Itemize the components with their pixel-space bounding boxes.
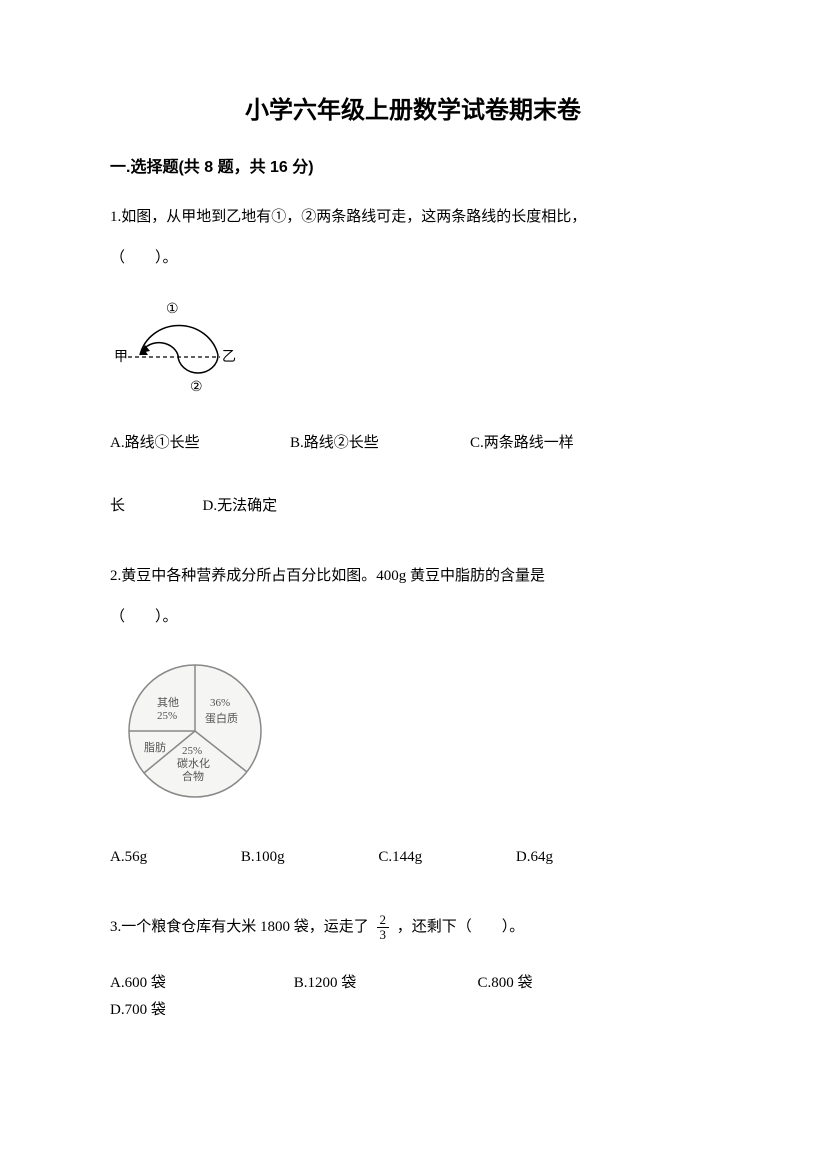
- pie-carbo-1: 25%: [182, 745, 202, 757]
- pie-other-1: 其他: [157, 696, 179, 709]
- label-two: ②: [190, 380, 203, 395]
- q3-option-d: D.700 袋: [110, 997, 210, 1024]
- pie-carbo-2: 碳水化: [177, 756, 210, 770]
- q3-fraction: 2 3: [377, 913, 390, 943]
- page-title: 小学六年级上册数学试卷期末卷: [110, 90, 716, 125]
- q3-option-b: B.1200 袋: [294, 970, 474, 997]
- q1-option-b: B.路线②长些: [290, 430, 470, 457]
- q2-paren: （ ）。: [110, 601, 178, 634]
- q2-option-c: C.144g: [378, 844, 422, 871]
- pie-carbo-3: 合物: [182, 769, 204, 783]
- q3-fraction-den: 3: [377, 928, 390, 942]
- q1-option-c: C.两条路线一样: [470, 430, 650, 457]
- q3-option-a: A.600 袋: [110, 970, 290, 997]
- q2-options: A.56g B.100g C.144g D.64g: [110, 844, 716, 871]
- q2-option-b: B.100g: [241, 844, 285, 871]
- pie-fat-1: 脂肪: [144, 740, 166, 754]
- q2-option-d: D.64g: [516, 844, 553, 871]
- label-one: ①: [166, 302, 179, 317]
- pie-other-2: 25%: [157, 710, 177, 722]
- q1-paren: （ ）。: [110, 242, 178, 275]
- question-2: 2.黄豆中各种营养成分所占百分比如图。400g 黄豆中脂肪的含量是 （ ）。: [110, 560, 716, 634]
- q1-options: A.路线①长些 B.路线②长些 C.两条路线一样 长 D.无法确定: [110, 430, 716, 520]
- question-3: 3.一个粮食仓库有大米 1800 袋，运走了 2 3 ，还剩下（ ）。: [110, 911, 716, 944]
- q3-option-c: C.800 袋: [478, 970, 648, 997]
- pie-protein-1: 36%: [210, 697, 230, 709]
- q2-text: 2.黄豆中各种营养成分所占百分比如图。400g 黄豆中脂肪的含量是: [110, 560, 716, 593]
- q3-options: A.600 袋 B.1200 袋 C.800 袋 D.700 袋: [110, 970, 716, 1024]
- q3-text-2: ，还剩下（ ）。: [397, 919, 525, 935]
- q3-fraction-num: 2: [377, 913, 390, 928]
- q1-option-c-cont: 长: [110, 498, 125, 514]
- q2-figure: 其他 25% 36% 蛋白质 25% 碳水化 合物 脂肪: [110, 654, 716, 814]
- q1-option-a: A.路线①长些: [110, 430, 290, 457]
- q3-text-1: 3.一个粮食仓库有大米 1800 袋，运走了: [110, 919, 369, 935]
- q1-text: 1.如图，从甲地到乙地有①，②两条路线可走，这两条路线的长度相比，: [110, 201, 716, 234]
- question-1: 1.如图，从甲地到乙地有①，②两条路线可走，这两条路线的长度相比， （ ）。: [110, 201, 716, 275]
- pie-protein-2: 蛋白质: [205, 711, 238, 725]
- q1-option-d: D.无法确定: [203, 498, 278, 514]
- section-header: 一.选择题(共 8 题，共 16 分): [110, 153, 716, 177]
- label-yi: 乙: [222, 349, 236, 365]
- q2-option-a: A.56g: [110, 844, 147, 871]
- q1-figure: 甲 乙 ① ②: [110, 295, 716, 400]
- label-jia: 甲: [114, 350, 128, 365]
